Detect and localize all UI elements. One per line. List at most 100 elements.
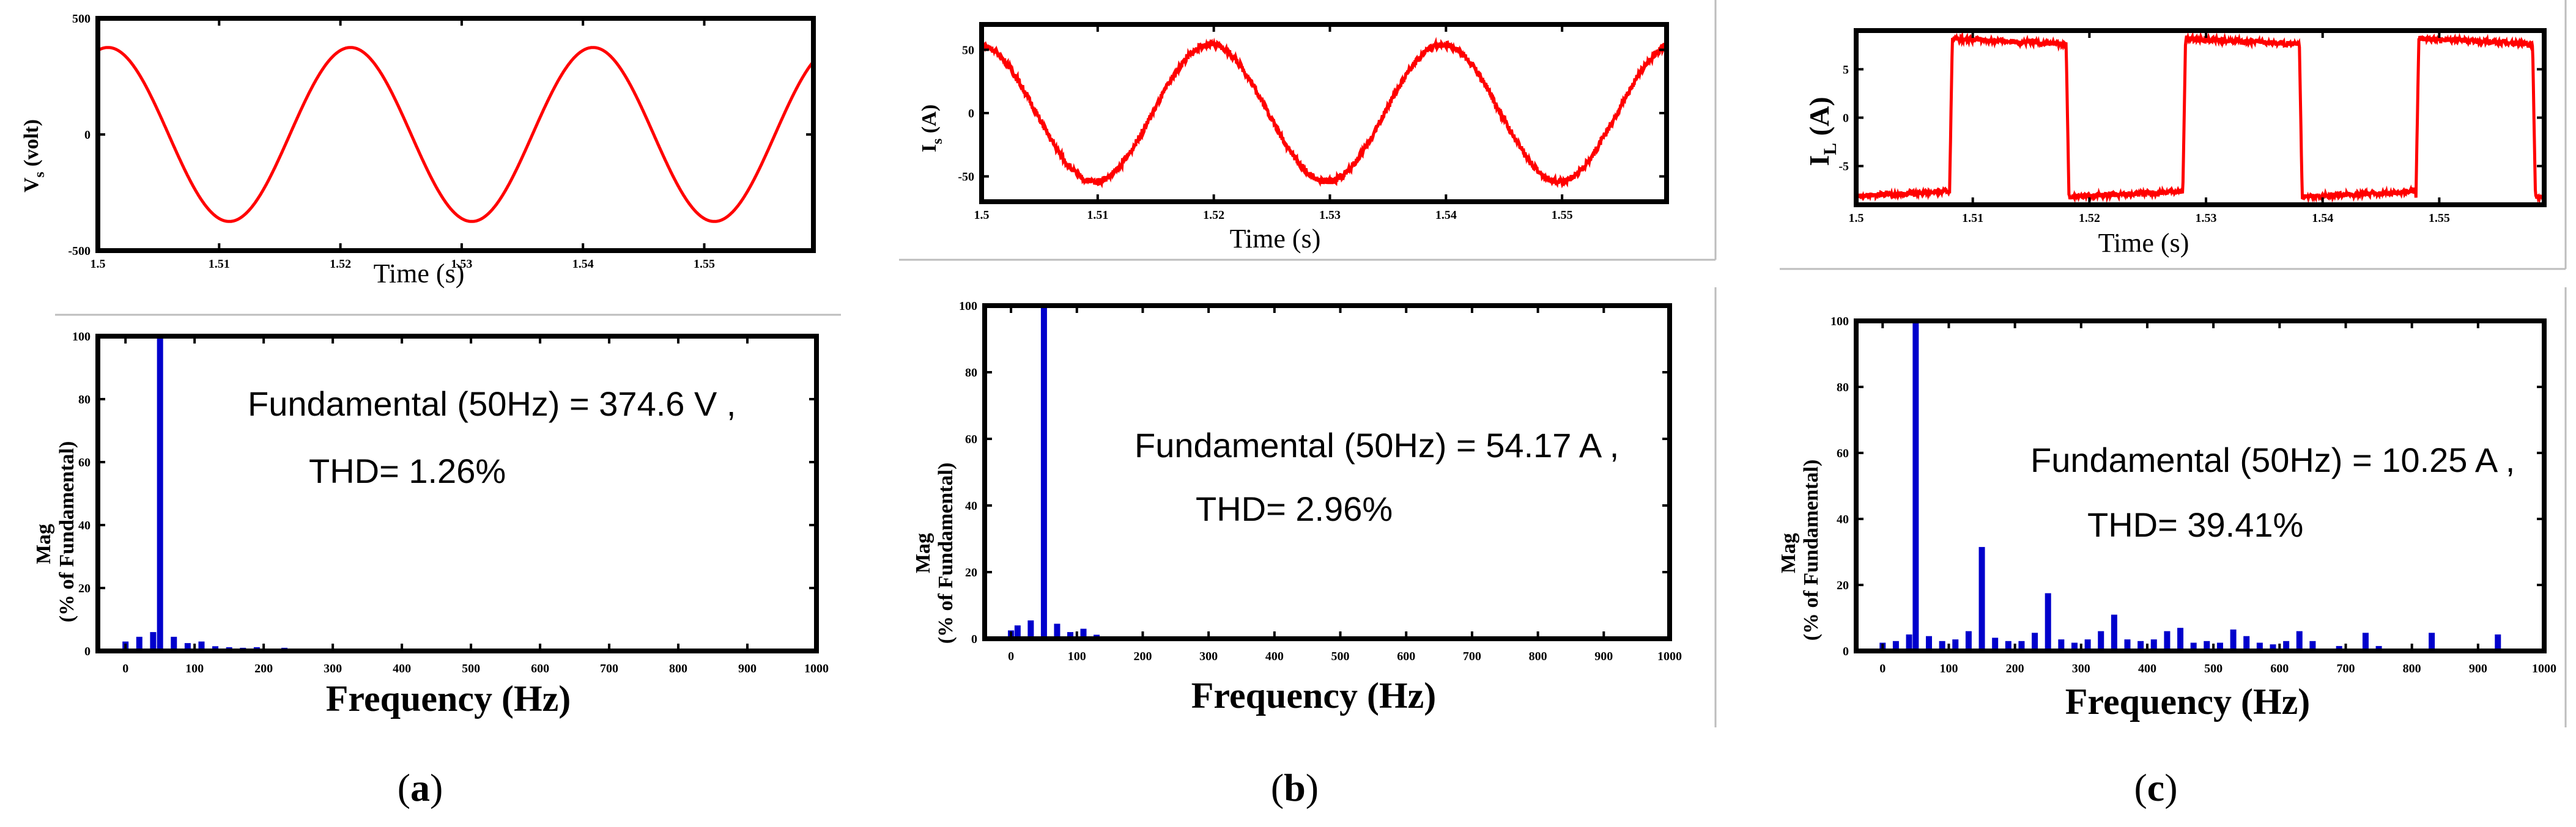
y-tick-label: 40 xyxy=(78,519,91,532)
ylabel-a-time: Vs (volt) xyxy=(20,119,48,193)
x-tick-label: 1.55 xyxy=(2429,211,2450,225)
x-tick-label: 400 xyxy=(393,662,411,675)
bar-730hz xyxy=(2362,633,2369,651)
bar-510hz xyxy=(2216,642,2223,651)
ylabel-b-time: Is (A) xyxy=(918,105,946,152)
bar-530hz xyxy=(2230,629,2237,651)
plot-a-spectrum: 0 100 200 300 400 500 600 700 800 900 1000 0 20 40 60 8… xyxy=(72,330,829,675)
x-tick-label: 1.53 xyxy=(2196,211,2217,225)
bar-610hz xyxy=(2283,641,2290,651)
x-tick-label: 100 xyxy=(1068,650,1086,663)
bar-50hz xyxy=(157,336,163,651)
ylabel-c-time: IL (A) xyxy=(1804,97,1840,166)
x-tick-label: 1.53 xyxy=(451,257,472,271)
y-tick-label: 500 xyxy=(72,12,91,26)
x-tick-label: 500 xyxy=(1331,650,1350,663)
bar-930hz xyxy=(2495,634,2501,651)
x-tick-label: 1.5 xyxy=(91,257,106,271)
bar-630hz xyxy=(2296,631,2303,651)
bar-110hz xyxy=(1952,639,1959,651)
x-tick-label: 1.52 xyxy=(2079,211,2100,225)
x-tick-label: 1.51 xyxy=(1087,208,1108,222)
bar-690hz xyxy=(2336,645,2342,651)
bar-170hz xyxy=(1992,638,1999,651)
y-tick-label: 0 xyxy=(84,645,91,658)
y-tick-label: 40 xyxy=(1837,513,1849,526)
bar-110hz xyxy=(198,641,205,651)
x-tick-label: 200 xyxy=(2006,662,2024,675)
x-tick-label: 600 xyxy=(2270,662,2289,675)
bar-570hz xyxy=(2256,642,2263,651)
bar-90hz xyxy=(1067,632,1073,639)
bar-20hz xyxy=(136,636,142,651)
x-tick-label: 900 xyxy=(1594,650,1613,663)
axes-frame xyxy=(1854,28,2547,207)
bar-130hz xyxy=(1965,631,1972,651)
y-tick-label: 0 xyxy=(971,633,977,646)
bar-270hz xyxy=(2058,639,2065,651)
y-tick-label: 60 xyxy=(1837,447,1849,460)
chart-c-spectrum: Mag (% of Fundamental) Frequency (Hz) Fu… xyxy=(1777,441,2515,722)
y-tick-label: 20 xyxy=(1837,579,1849,592)
y-tick-label: 80 xyxy=(1837,381,1849,394)
bar-410hz xyxy=(2150,639,2157,651)
bar-390hz xyxy=(2137,641,2144,651)
ylabel-b-spectrum-line1: Mag xyxy=(912,533,935,573)
x-tick-label: 1.5 xyxy=(1849,211,1864,225)
bar-70hz xyxy=(1054,623,1060,639)
y-tick-label: -5 xyxy=(1838,160,1849,174)
annotation-a-fundamental: Fundamental (50Hz) = 374.6 V , xyxy=(248,384,736,423)
xlabel-a-time: Time (s) xyxy=(374,259,465,289)
bar-90hz xyxy=(184,643,191,651)
y-tick-label: 80 xyxy=(78,393,91,406)
bar-450hz xyxy=(2177,628,2184,651)
x-tick-label: 500 xyxy=(2204,662,2223,675)
y-tick-label: 20 xyxy=(965,566,977,579)
x-tick-label: 1.54 xyxy=(1435,208,1457,222)
plot-a-time: 1.5 1.51 1.52 1.53 1.54 1.55 -500 0 500 xyxy=(68,12,816,271)
xlabel-c-spectrum: Frequency (Hz) xyxy=(2065,682,2310,722)
bar-20hz xyxy=(1892,641,1899,651)
x-tick-label: 1.54 xyxy=(2312,211,2333,225)
x-tick-label: 800 xyxy=(669,662,687,675)
x-tick-label: 800 xyxy=(2403,662,2421,675)
x-tick-label: 600 xyxy=(531,662,549,675)
x-tick-label: 1.5 xyxy=(974,208,990,222)
y-tick-label: 5 xyxy=(1843,63,1849,76)
bar-70hz xyxy=(171,636,177,651)
bar-190hz xyxy=(2005,641,2012,651)
x-tick-label: 1.53 xyxy=(1319,208,1341,222)
chart-a-spectrum: Mag (% of Fundamental) Frequency (Hz) Fu… xyxy=(32,384,736,719)
series-line-IL xyxy=(1854,31,2546,205)
x-tick-label: 1.55 xyxy=(694,257,715,271)
bar-830hz xyxy=(2429,633,2435,651)
bar-40hz xyxy=(150,632,157,651)
x-tick-label: 300 xyxy=(324,662,342,675)
ylabel-c-spectrum-line2: (% of Fundamental) xyxy=(1800,460,1823,641)
bar-50hz xyxy=(1912,321,1919,651)
x-tick-label: 600 xyxy=(1397,650,1415,663)
bar-110hz xyxy=(1080,628,1087,639)
xlabel-c-time: Time (s) xyxy=(2098,228,2189,258)
annotation-a-thd: THD= 1.26% xyxy=(309,452,506,490)
x-tick-label: 400 xyxy=(1265,650,1284,663)
bar-330hz xyxy=(2098,631,2104,651)
bar-430hz xyxy=(2164,631,2171,651)
y-tick-label: 20 xyxy=(78,582,91,595)
bar-490hz xyxy=(2204,641,2210,651)
y-tick-label: 100 xyxy=(72,330,91,344)
x-tick-label: 500 xyxy=(462,662,480,675)
series-line-Vs xyxy=(97,46,815,223)
y-tick-label: 100 xyxy=(1830,315,1849,328)
x-tick-label: 1.51 xyxy=(209,257,230,271)
axes-frame xyxy=(979,22,1669,204)
bar-90hz xyxy=(1939,641,1945,651)
x-tick-label: 200 xyxy=(254,662,273,675)
y-tick-label: 80 xyxy=(965,366,977,380)
x-tick-label: 1.52 xyxy=(330,257,351,271)
xlabel-a-spectrum: Frequency (Hz) xyxy=(326,678,571,719)
axes-frame xyxy=(1854,318,2547,653)
bar-150hz xyxy=(1978,546,1985,651)
ylabel-a-spectrum-line2: (% of Fundamental) xyxy=(56,441,78,623)
annotation-c-fundamental: Fundamental (50Hz) = 10.25 A , xyxy=(2030,441,2515,479)
